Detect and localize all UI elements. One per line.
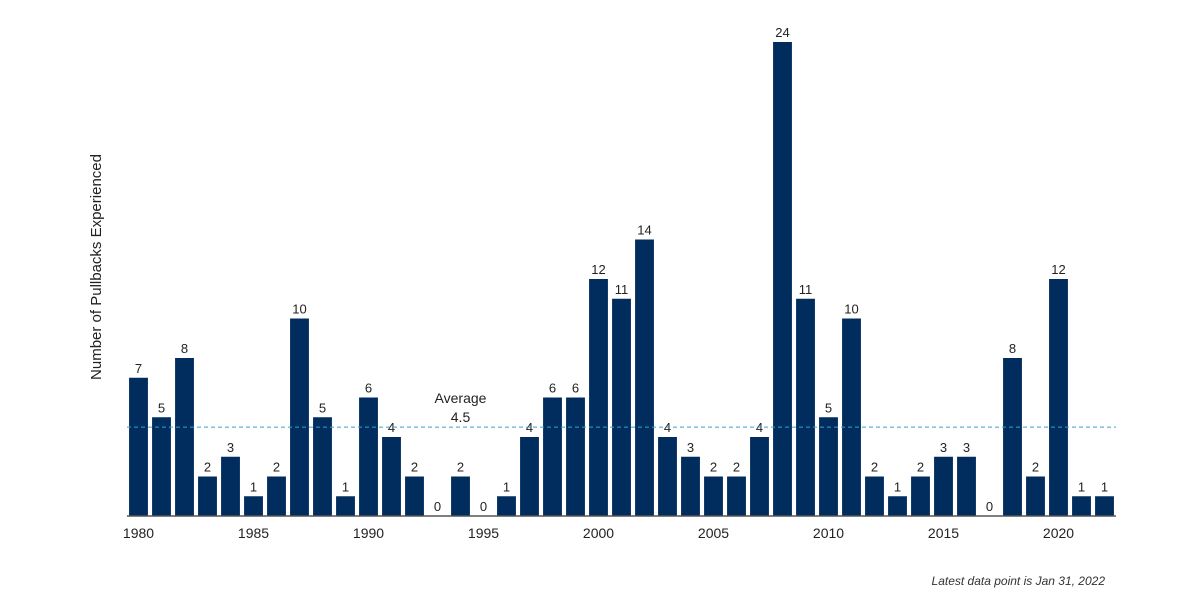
- value-label-2013: 1: [894, 479, 901, 494]
- value-label-2019: 2: [1032, 460, 1039, 475]
- value-label-2008: 24: [775, 25, 789, 40]
- x-tick-1980: 1980: [123, 525, 154, 541]
- x-tick-2020: 2020: [1043, 525, 1074, 541]
- bar-2009: [796, 298, 815, 516]
- bar-1981: [152, 417, 171, 516]
- average-group: Average 4.5: [127, 390, 1116, 428]
- bar-2005: [704, 476, 723, 516]
- bar-1987: [290, 318, 309, 516]
- value-label-1994: 2: [457, 460, 464, 475]
- value-label-1986: 2: [273, 460, 280, 475]
- bar-1983: [198, 476, 217, 516]
- value-label-2014: 2: [917, 460, 924, 475]
- x-tick-1995: 1995: [468, 525, 499, 541]
- value-label-1988: 5: [319, 400, 326, 415]
- value-label-1991: 4: [388, 420, 395, 435]
- bar-2022: [1095, 496, 1114, 516]
- value-label-2018: 8: [1009, 341, 1016, 356]
- value-label-1999: 6: [572, 381, 579, 396]
- bar-2011: [842, 318, 861, 516]
- value-label-2006: 2: [733, 460, 740, 475]
- bar-2015: [934, 456, 953, 516]
- value-label-1983: 2: [204, 460, 211, 475]
- value-label-1992: 2: [411, 460, 418, 475]
- bar-2020: [1049, 279, 1068, 516]
- value-label-2020: 12: [1051, 262, 1065, 277]
- bar-1994: [451, 476, 470, 516]
- value-label-2004: 3: [687, 440, 694, 455]
- bar-1988: [313, 417, 332, 516]
- value-label-1993: 0: [434, 499, 441, 514]
- y-axis-label: Number of Pullbacks Experienced: [88, 154, 105, 380]
- value-label-1980: 7: [135, 361, 142, 376]
- bar-2002: [635, 239, 654, 516]
- bar-2012: [865, 476, 884, 516]
- value-label-1989: 1: [342, 479, 349, 494]
- value-label-2017: 0: [986, 499, 993, 514]
- footnote: Latest data point is Jan 31, 2022: [931, 574, 1105, 588]
- value-label-1998: 6: [549, 381, 556, 396]
- average-label: Average: [435, 390, 487, 406]
- bar-2014: [911, 476, 930, 516]
- value-label-2005: 2: [710, 460, 717, 475]
- value-label-1984: 3: [227, 440, 234, 455]
- bar-1984: [221, 456, 240, 516]
- bar-2010: [819, 417, 838, 516]
- bar-1991: [382, 437, 401, 516]
- bar-2021: [1072, 496, 1091, 516]
- value-label-2001: 11: [615, 282, 629, 297]
- bar-2019: [1026, 476, 1045, 516]
- bar-1985: [244, 496, 263, 516]
- value-label-2000: 12: [591, 262, 605, 277]
- bar-2003: [658, 437, 677, 516]
- value-label-1990: 6: [365, 381, 372, 396]
- bar-2016: [957, 456, 976, 516]
- bar-1996: [497, 496, 516, 516]
- value-label-1981: 5: [158, 400, 165, 415]
- bar-1980: [129, 377, 148, 516]
- bar-2008: [773, 42, 792, 516]
- value-label-1982: 8: [181, 341, 188, 356]
- x-tick-labels: 1980 1985 1990 1995 2000 2005 2010 2015 2020: [123, 525, 1074, 541]
- value-label-2010: 5: [825, 400, 832, 415]
- value-label-2021: 1: [1078, 479, 1085, 494]
- average-value: 4.5: [451, 409, 471, 425]
- x-tick-2015: 2015: [928, 525, 959, 541]
- bar-2007: [750, 437, 769, 516]
- value-label-2002: 14: [637, 223, 651, 238]
- bar-2018: [1003, 358, 1022, 516]
- bar-1999: [566, 397, 585, 516]
- x-tick-1985: 1985: [238, 525, 269, 541]
- bar-1990: [359, 397, 378, 516]
- bar-1997: [520, 437, 539, 516]
- value-label-1987: 10: [292, 302, 306, 317]
- x-tick-2005: 2005: [698, 525, 729, 541]
- value-label-1995: 0: [480, 499, 487, 514]
- value-label-2016: 3: [963, 440, 970, 455]
- value-label-2009: 11: [799, 282, 813, 297]
- x-tick-1990: 1990: [353, 525, 384, 541]
- bar-1992: [405, 476, 424, 516]
- value-label-1996: 1: [503, 479, 510, 494]
- value-label-2015: 3: [940, 440, 947, 455]
- bar-1998: [543, 397, 562, 516]
- bar-2013: [888, 496, 907, 516]
- bar-1989: [336, 496, 355, 516]
- bar-1986: [267, 476, 286, 516]
- value-label-2012: 2: [871, 460, 878, 475]
- bar-2000: [589, 279, 608, 516]
- bar-2001: [612, 298, 631, 516]
- bar-1982: [175, 358, 194, 516]
- bar-2004: [681, 456, 700, 516]
- value-label-2011: 10: [844, 302, 858, 317]
- bar-2006: [727, 476, 746, 516]
- x-tick-2010: 2010: [813, 525, 844, 541]
- value-label-1985: 1: [250, 479, 257, 494]
- x-tick-2000: 2000: [583, 525, 614, 541]
- value-label-2022: 1: [1101, 479, 1108, 494]
